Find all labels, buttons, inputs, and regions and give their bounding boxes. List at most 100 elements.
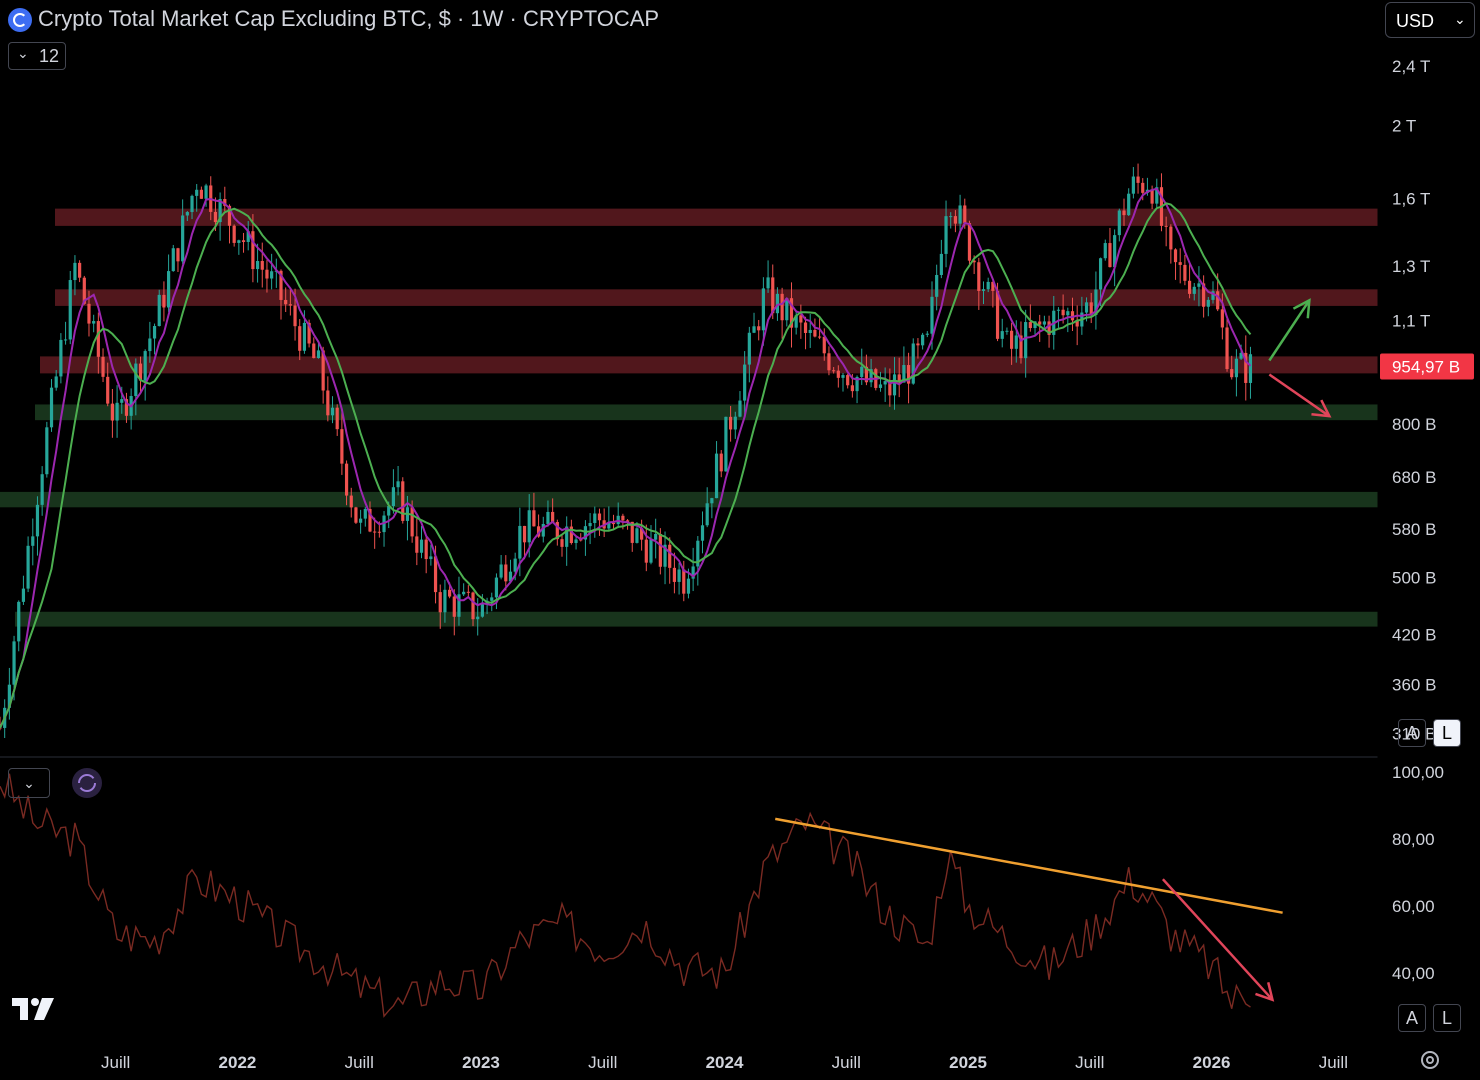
candle-up xyxy=(26,545,30,589)
candle-up xyxy=(255,261,260,270)
candle-up xyxy=(691,566,695,579)
currency-select[interactable]: USD ⌄ xyxy=(1385,2,1475,38)
rsi-bearish-arrow-head xyxy=(1255,982,1275,1002)
candle-up xyxy=(1084,302,1089,313)
candle-up xyxy=(462,591,466,595)
candle-up xyxy=(949,216,953,218)
auto-scale-button[interactable]: A xyxy=(1398,719,1426,747)
candle-up xyxy=(40,474,44,505)
candle-up xyxy=(794,315,798,328)
rsi-log-scale-button[interactable]: L xyxy=(1433,1004,1461,1032)
candle-up xyxy=(574,539,578,544)
candle-down xyxy=(846,375,850,386)
candle-down xyxy=(293,305,297,327)
candle-down xyxy=(1038,321,1042,325)
candle-up xyxy=(935,274,939,297)
time-tick-label: Juill xyxy=(588,1053,617,1072)
refresh-icon[interactable] xyxy=(72,768,102,798)
support-zone xyxy=(0,491,1378,508)
support-zone xyxy=(35,404,1378,421)
candle-down xyxy=(836,370,840,378)
candle-up xyxy=(883,381,887,385)
price-tick-label: 800 B xyxy=(1392,415,1436,434)
candle-up xyxy=(115,402,119,421)
candle-down xyxy=(551,511,555,523)
candle-up xyxy=(878,384,883,388)
candle-up xyxy=(443,589,447,613)
candle-down xyxy=(241,240,246,242)
candle-down xyxy=(1141,182,1145,193)
candle-up xyxy=(1234,358,1239,378)
symbol-title[interactable]: Crypto Total Market Cap Excluding BTC, $… xyxy=(38,6,660,31)
candle-down xyxy=(658,533,662,567)
candle-down xyxy=(1183,264,1187,281)
candle-up xyxy=(1005,330,1009,332)
candle-down xyxy=(312,343,316,359)
settings-gear-icon[interactable] xyxy=(1418,1048,1442,1072)
candle-down xyxy=(668,544,672,568)
candle-down xyxy=(227,205,232,226)
candle-up xyxy=(494,577,499,598)
candle-up xyxy=(677,569,681,582)
candle-up xyxy=(73,262,77,281)
candle-up xyxy=(1197,283,1201,287)
candle-up xyxy=(1033,321,1037,329)
candle-up xyxy=(68,280,72,340)
candle-down xyxy=(504,564,508,582)
candle-up xyxy=(1056,309,1061,311)
candle-up xyxy=(930,296,934,334)
candle-down xyxy=(251,231,255,270)
candle-down xyxy=(1202,283,1206,307)
price-tick-label: 420 B xyxy=(1392,625,1436,644)
candle-up xyxy=(499,564,503,578)
candle-down xyxy=(335,407,339,430)
time-tick-label: 2022 xyxy=(219,1053,257,1072)
candle-up xyxy=(663,544,667,567)
candle-down xyxy=(850,385,854,392)
candle-up xyxy=(958,205,962,224)
candle-up xyxy=(1206,299,1210,307)
rsi-bearish-arrow xyxy=(1161,878,1274,1001)
rsi-layer xyxy=(0,773,1283,1018)
candle-down xyxy=(522,525,527,543)
candle-up xyxy=(59,339,63,377)
candle-up xyxy=(270,271,274,279)
log-scale-button[interactable]: L xyxy=(1433,719,1461,747)
candle-up xyxy=(143,351,147,381)
ma-slow-line xyxy=(0,202,1252,729)
candle-down xyxy=(138,363,143,381)
candle-up xyxy=(925,333,929,335)
rsi-tick-label: 60,00 xyxy=(1392,897,1435,916)
indicators-toggle-button[interactable]: ⌄ 12 xyxy=(8,42,66,70)
candle-down xyxy=(1089,302,1093,315)
bearish-scenario-arrow-head xyxy=(1311,399,1332,418)
candle-down xyxy=(1169,226,1173,250)
candle-down xyxy=(321,350,325,391)
candle-down xyxy=(265,269,269,279)
time-tick-label: Juill xyxy=(1319,1053,1348,1072)
candle-down xyxy=(569,526,573,544)
candle-up xyxy=(190,195,194,213)
candle-down xyxy=(438,592,442,613)
candle-down xyxy=(682,569,686,594)
candle-down xyxy=(78,262,82,278)
bullish-scenario-arrow xyxy=(1268,299,1311,362)
candle-up xyxy=(49,387,54,428)
time-tick-label: 2026 xyxy=(1193,1053,1231,1072)
candle-up xyxy=(855,376,859,392)
candle-up xyxy=(185,212,189,216)
candle-down xyxy=(532,510,536,527)
candle-down xyxy=(368,508,372,532)
candle-up xyxy=(808,329,812,334)
candle-up xyxy=(1192,286,1196,294)
candle-up xyxy=(1000,331,1004,339)
candle-up xyxy=(35,504,40,537)
resistance-zone xyxy=(55,208,1378,226)
rsi-auto-scale-button[interactable]: A xyxy=(1398,1004,1426,1032)
candle-down xyxy=(1122,210,1126,216)
candle-down xyxy=(377,531,381,533)
candle-down xyxy=(1230,369,1234,378)
candle-up xyxy=(157,294,161,327)
collapse-pane-button[interactable]: ⌄ xyxy=(8,768,50,798)
